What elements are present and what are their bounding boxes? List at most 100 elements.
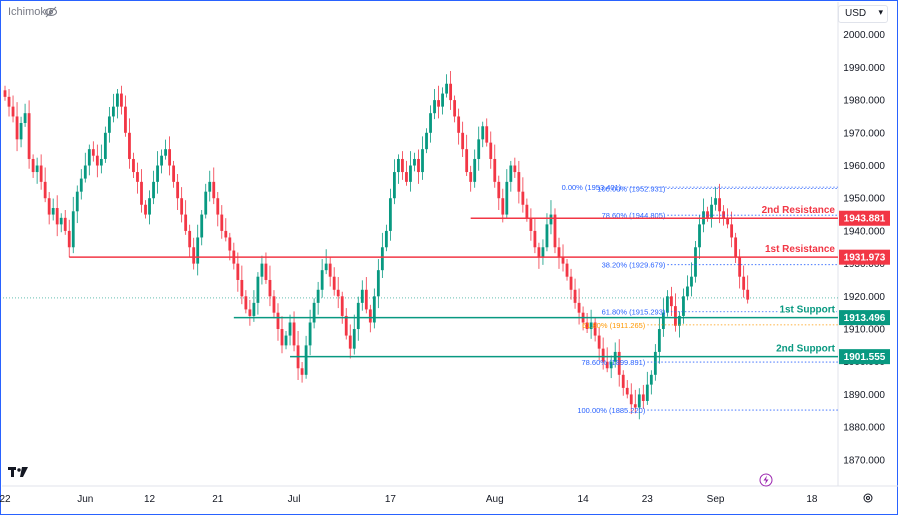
candle-down <box>553 214 557 248</box>
candle-up <box>356 302 360 330</box>
candle-down <box>674 306 677 326</box>
candle-down <box>15 116 19 140</box>
candle-down <box>348 335 352 349</box>
candle-down <box>517 172 521 192</box>
lightning-icon[interactable] <box>759 473 773 487</box>
candle-down <box>47 198 51 215</box>
candle-up <box>107 116 111 133</box>
candle-down <box>336 289 340 297</box>
candle-down <box>95 155 99 166</box>
eye-off-icon[interactable] <box>44 5 58 19</box>
candle-up <box>388 198 392 231</box>
candle-down <box>268 279 272 297</box>
candle-up <box>425 132 428 150</box>
candle-up <box>609 361 613 369</box>
candle-down <box>27 113 31 159</box>
candle-down <box>629 394 633 405</box>
candle-down <box>746 289 750 300</box>
candle-down <box>577 302 581 313</box>
candle-up <box>324 263 328 271</box>
candle-up <box>196 237 200 264</box>
candle-up <box>252 302 256 316</box>
candle-up <box>380 247 384 271</box>
candle-down <box>597 335 601 349</box>
level-name: 2nd Support <box>776 344 836 355</box>
candle-up <box>445 83 448 94</box>
tradingview-logo[interactable] <box>8 466 30 480</box>
candle-down <box>244 296 248 310</box>
candle-up <box>429 113 432 133</box>
candle-down <box>220 214 224 231</box>
candle-up <box>645 384 649 401</box>
candle-up <box>433 100 436 114</box>
candle-down <box>617 351 621 375</box>
candle-up <box>690 276 693 287</box>
candle-up <box>409 165 412 182</box>
candle-up <box>204 191 208 215</box>
candle-down <box>7 96 11 107</box>
candle-down <box>39 165 43 182</box>
candle-down <box>128 132 131 159</box>
candle-down <box>344 315 348 336</box>
fib-label: 100.00% (1952.931) <box>597 185 665 194</box>
settings-icon[interactable] <box>862 492 874 504</box>
candle-up <box>481 126 485 140</box>
candle-up <box>509 165 513 182</box>
candle-down <box>168 149 172 166</box>
x-axis[interactable]: 22 Jun 12 21 Jul 17 Aug 14 23 Sep 18 <box>0 494 818 505</box>
candle-up <box>393 172 396 199</box>
currency-selector[interactable]: USD ▾ <box>838 5 888 23</box>
candle-down <box>489 142 493 159</box>
y-tick-label: 1960.000 <box>843 161 885 172</box>
candle-down <box>633 404 637 408</box>
candle-down <box>718 198 721 212</box>
candle-down <box>120 93 123 107</box>
candlestick-series <box>3 71 838 420</box>
candle-up <box>75 191 79 212</box>
candle-up <box>19 123 23 140</box>
candle-down <box>537 247 541 258</box>
x-tick-label: 12 <box>144 494 156 505</box>
candle-down <box>726 217 730 225</box>
candle-up <box>637 394 641 408</box>
fib-label: 0.00% (1953.401) <box>562 183 622 192</box>
y-axis[interactable]: 2000.000 1990.000 1980.000 1970.000 1960.000… <box>843 30 885 466</box>
candle-down <box>188 230 192 248</box>
candle-down <box>529 217 533 231</box>
x-tick-label: Jul <box>288 494 301 505</box>
candle-down <box>461 132 465 150</box>
candle-down <box>641 394 645 401</box>
candle-up <box>256 276 260 303</box>
candle-down <box>228 237 232 251</box>
candle-up <box>352 329 356 349</box>
candle-down <box>124 106 127 133</box>
candle-up <box>698 224 701 248</box>
candle-down <box>605 361 609 369</box>
candle-down <box>67 230 71 248</box>
candle-up <box>360 289 364 303</box>
fib-label: 38.20% (1929.679) <box>602 261 666 270</box>
candle-down <box>593 322 597 336</box>
candle-up <box>160 155 163 166</box>
candle-down <box>730 224 734 238</box>
candle-down <box>43 181 47 199</box>
x-tick-label: 18 <box>806 494 818 505</box>
x-tick-label: 21 <box>212 494 224 505</box>
candle-up <box>473 158 477 182</box>
indicator-label[interactable]: Ichimoku <box>8 6 53 18</box>
y-tick-label: 1890.000 <box>843 390 885 401</box>
chevron-down-icon: ▾ <box>878 7 883 17</box>
level-value-badge <box>839 210 890 226</box>
level-name: 1st Support <box>779 305 835 316</box>
x-tick-label: Jun <box>77 494 93 505</box>
candle-down <box>212 181 216 199</box>
level-value-badge <box>839 310 890 326</box>
candle-up <box>505 181 509 215</box>
candle-up <box>116 93 119 107</box>
candle-down <box>248 309 252 316</box>
x-tick-label: Sep <box>707 494 725 505</box>
candle-down <box>55 208 59 225</box>
candle-up <box>541 247 545 258</box>
